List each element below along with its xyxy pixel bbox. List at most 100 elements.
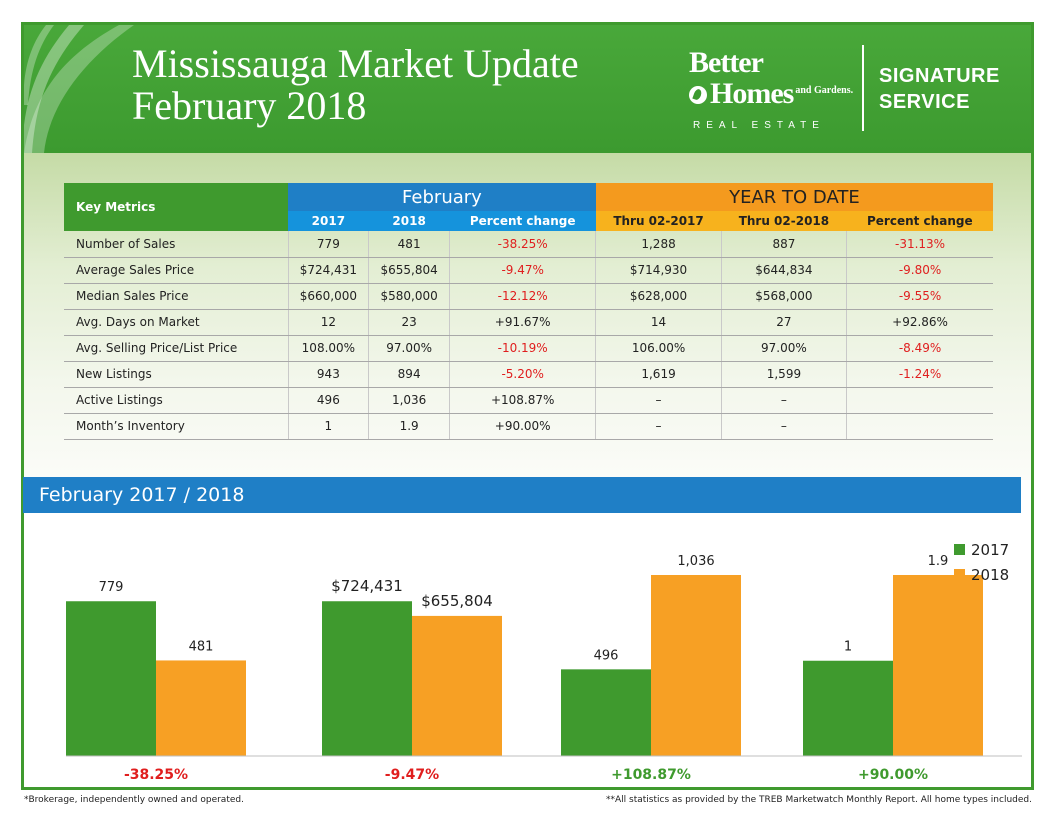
leaf-decoration-icon <box>24 25 134 153</box>
col-header-thru-2018: Thru 02-2018 <box>721 211 847 231</box>
bar-2018 <box>651 575 741 756</box>
table-cell: -12.12% <box>449 283 597 310</box>
page-frame: Mississauga Market Update February 2018 … <box>21 22 1034 790</box>
col-header-2017: 2017 <box>288 211 369 231</box>
table-row: Month’s Inventory 1 1.9 +90.00% – – <box>64 413 993 440</box>
table-cell: – <box>595 387 722 414</box>
brand-better: Better <box>689 46 764 79</box>
bar-value-label: $724,431 <box>331 577 403 595</box>
table-cell: – <box>721 413 848 440</box>
legend-label: 2017 <box>971 541 1009 559</box>
bar-2017 <box>803 660 893 756</box>
table-row: Average Sales Price $724,431 $655,804 -9.47… <box>64 257 993 284</box>
table-row: New Listings 943 894 -5.20% 1,619 1,599 -1.24% <box>64 361 993 388</box>
row-label: Median Sales Price <box>64 283 289 310</box>
header-banner: Mississauga Market Update February 2018 … <box>24 25 1031 153</box>
percent-change-label: -38.25% <box>124 767 188 783</box>
col-header-feb-percent: Percent change <box>449 211 596 231</box>
table-cell: 12 <box>288 309 370 336</box>
table-cell: -31.13% <box>846 231 993 258</box>
key-metrics-header: Key Metrics <box>64 183 288 231</box>
bar-2017 <box>322 601 412 756</box>
footnote-right: **All statistics as provided by the TREB… <box>606 795 1032 805</box>
table-cell: – <box>595 413 722 440</box>
percent-change-label: -9.47% <box>385 767 439 783</box>
brand-real-estate: REAL ESTATE <box>693 120 825 131</box>
table-cell: $724,431 <box>288 257 370 284</box>
row-label: Number of Sales <box>64 231 289 258</box>
table-cell: 1,036 <box>368 387 450 414</box>
table-cell: 97.00% <box>721 335 848 362</box>
table-row: Median Sales Price $660,000 $580,000 -12.12… <box>64 283 993 310</box>
legend-swatch-2017 <box>954 544 965 555</box>
ytd-group-header: YEAR TO DATE <box>595 183 993 211</box>
table-cell: 1 <box>288 413 370 440</box>
metrics-table-body: Number of Sales 779 481 -38.25% 1,288 887 -31.… <box>64 231 993 440</box>
table-row: Active Listings 496 1,036 +108.87% – – <box>64 387 993 414</box>
table-cell: -9.80% <box>846 257 993 284</box>
table-cell: +108.87% <box>449 387 597 414</box>
bar-value-label: 1 <box>844 640 852 655</box>
row-label: Active Listings <box>64 387 289 414</box>
category-label: Number of Sales <box>100 787 212 788</box>
legend-swatch-2018 <box>954 569 965 580</box>
bar-2017 <box>66 601 156 756</box>
table-cell: -10.19% <box>449 335 597 362</box>
table-cell: $580,000 <box>368 283 450 310</box>
metrics-table: Key Metrics February YEAR TO DATE 2017 2… <box>64 183 993 440</box>
table-cell: 27 <box>721 309 848 336</box>
table-row: Avg. Days on Market 12 23 +91.67% 14 27 +92.86… <box>64 309 993 336</box>
table-cell: – <box>721 387 848 414</box>
bar-2018 <box>156 660 246 756</box>
row-label: Average Sales Price <box>64 257 289 284</box>
col-header-thru-2017: Thru 02-2017 <box>595 211 722 231</box>
table-cell: 14 <box>595 309 722 336</box>
table-row: Number of Sales 779 481 -38.25% 1,288 887 -31.… <box>64 231 993 258</box>
row-label: New Listings <box>64 361 289 388</box>
table-cell: -38.25% <box>449 231 597 258</box>
table-cell: -9.47% <box>449 257 597 284</box>
bar-value-label: 1,036 <box>677 554 714 569</box>
title-line-2: February 2018 <box>132 83 367 128</box>
table-cell: 943 <box>288 361 370 388</box>
table-cell: 106.00% <box>595 335 722 362</box>
table-cell: +91.67% <box>449 309 597 336</box>
page-title: Mississauga Market Update February 2018 <box>132 43 579 127</box>
legend-label: 2018 <box>971 566 1009 584</box>
table-cell: 1,619 <box>595 361 722 388</box>
table-cell: 779 <box>288 231 370 258</box>
bar-2018 <box>412 615 502 756</box>
table-cell: 108.00% <box>288 335 370 362</box>
table-row: Avg. Selling Price/List Price 108.00% 97.0… <box>64 335 993 362</box>
table-cell: 894 <box>368 361 450 388</box>
signature-line-1: SIGNATURE <box>879 65 1000 87</box>
table-cell: 887 <box>721 231 848 258</box>
table-cell: -5.20% <box>449 361 597 388</box>
table-cell: +90.00% <box>449 413 597 440</box>
brand-gardens: and Gardens. <box>795 85 854 96</box>
table-cell: $660,000 <box>288 283 370 310</box>
table-cell: -9.55% <box>846 283 993 310</box>
table-cell: $628,000 <box>595 283 722 310</box>
table-cell: 1,599 <box>721 361 848 388</box>
category-label: Active Listings <box>603 787 699 788</box>
brand-homes: Homes <box>710 77 794 110</box>
category-label: Average Sales Price <box>344 787 480 788</box>
signature-line-2: SERVICE <box>879 91 970 113</box>
table-cell: +92.86% <box>846 309 993 336</box>
percent-change-label: +108.87% <box>611 767 691 783</box>
row-label: Month’s Inventory <box>64 413 289 440</box>
table-cell: $568,000 <box>721 283 848 310</box>
chart-section-title: February 2017 / 2018 <box>23 477 1021 513</box>
signature-service: SIGNATURE SERVICE <box>879 63 1000 115</box>
row-label: Avg. Selling Price/List Price <box>64 335 289 362</box>
bar-value-label: $655,804 <box>421 592 493 610</box>
bar-value-label: 779 <box>99 580 124 595</box>
table-cell: 1,288 <box>595 231 722 258</box>
bar-2018 <box>893 575 983 756</box>
table-cell <box>846 413 993 440</box>
percent-change-label: +90.00% <box>858 767 928 783</box>
title-line-1: Mississauga Market Update <box>132 41 579 86</box>
bar-2017 <box>561 669 651 756</box>
table-cell: $655,804 <box>368 257 450 284</box>
